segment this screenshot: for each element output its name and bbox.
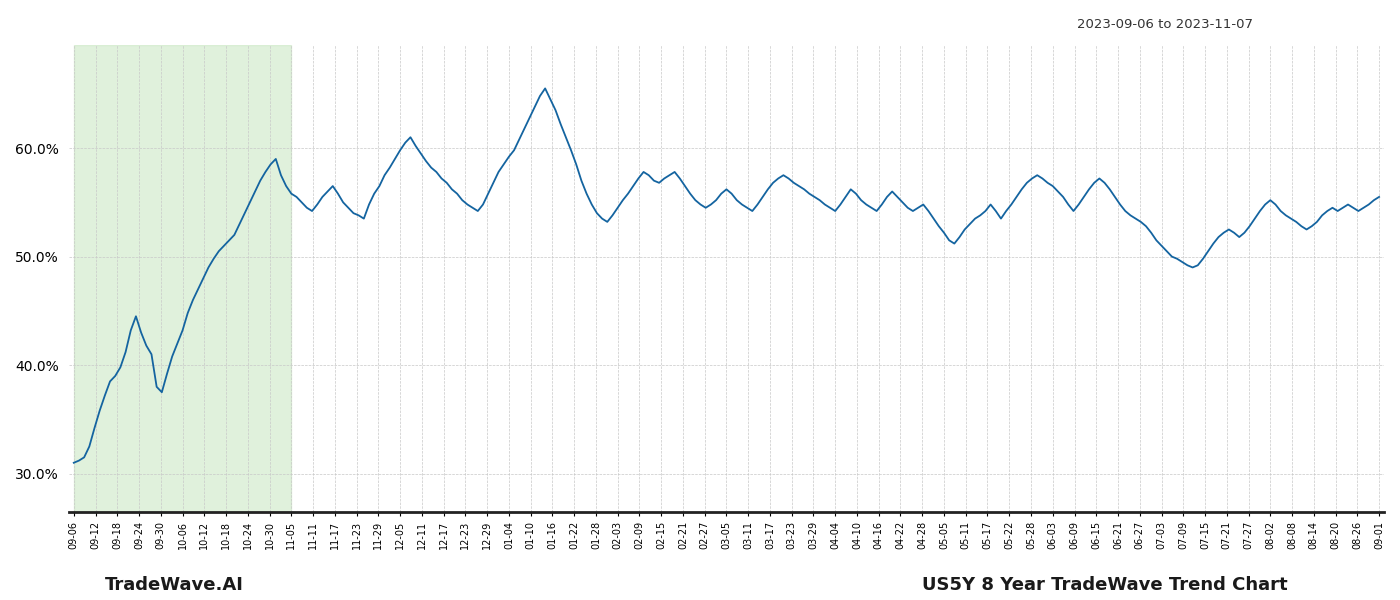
Bar: [74, 45, 291, 512]
Text: US5Y 8 Year TradeWave Trend Chart: US5Y 8 Year TradeWave Trend Chart: [923, 576, 1288, 594]
Text: TradeWave.AI: TradeWave.AI: [105, 576, 244, 594]
Text: 2023-09-06 to 2023-11-07: 2023-09-06 to 2023-11-07: [1077, 18, 1253, 31]
